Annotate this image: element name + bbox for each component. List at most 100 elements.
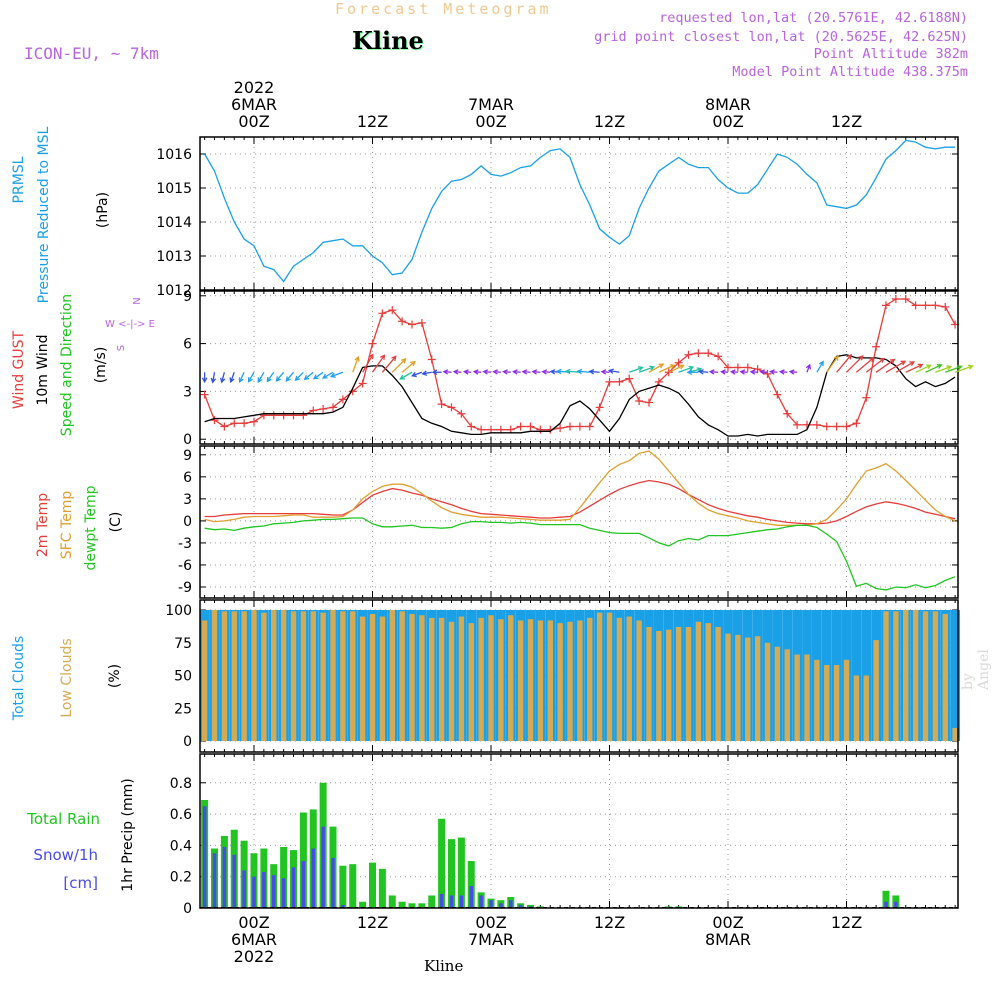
gust-point <box>714 352 723 361</box>
low-cloud-bar <box>745 637 751 741</box>
wind-vector <box>658 364 675 373</box>
wind-vector-head <box>555 368 562 375</box>
rain-bar <box>536 906 544 908</box>
temp-ytick-label: 3 <box>183 492 192 508</box>
low-cloud-bar <box>448 621 455 741</box>
wind-vector <box>895 361 915 373</box>
temp-unit-label: (C) <box>108 512 124 533</box>
gust-point <box>575 422 584 431</box>
low-cloud-bar <box>646 627 652 741</box>
bottom-time-label: 12Z <box>831 913 862 932</box>
low-cloud-bar <box>774 646 781 741</box>
snow-bar <box>439 893 444 908</box>
top-time-label: 7MAR <box>468 95 514 114</box>
top-time-label: 2022 <box>234 78 275 97</box>
gust-point <box>743 363 752 372</box>
wind-vector-head <box>688 365 695 371</box>
gust-point <box>862 393 871 402</box>
low-cloud-bar <box>843 659 850 741</box>
gust-point <box>566 422 574 431</box>
wind-vector-head <box>452 369 459 375</box>
low-cloud-bar <box>893 611 899 741</box>
wind-vector <box>239 372 245 383</box>
wind-vector-head <box>442 369 449 375</box>
low-cloud-bar <box>685 627 692 741</box>
wind-vector-head <box>482 369 489 375</box>
wind-vector-head <box>472 369 479 375</box>
wind-vector <box>855 357 874 373</box>
wind-vector-head <box>926 364 932 370</box>
low-cloud-bar <box>764 642 771 741</box>
wind-vector-head <box>492 369 499 375</box>
low-cloud-bar <box>853 675 860 741</box>
rain-bar <box>418 903 426 908</box>
low-cloud-label: Low Clouds <box>59 638 75 717</box>
wind-vector <box>826 355 839 373</box>
wind-vector-head <box>401 358 407 364</box>
gust-point <box>388 306 397 315</box>
low-cloud-bar <box>814 659 820 741</box>
wind-vector-head <box>769 369 775 375</box>
low-cloud-bar <box>656 630 662 741</box>
wind-vector-head <box>229 377 235 384</box>
gust-point <box>358 379 367 388</box>
wind-ytick-label: 0 <box>183 432 192 448</box>
low-cloud-bar <box>784 649 790 741</box>
snow-bar <box>301 861 306 908</box>
compass-north: N <box>132 297 143 304</box>
wind-vector <box>371 354 385 373</box>
gust-point <box>872 342 881 351</box>
bottom-time-label: 6MAR <box>231 930 277 949</box>
low-cloud-bar <box>399 611 405 741</box>
gust-point <box>200 390 209 399</box>
rain-bar <box>339 865 347 908</box>
low-cloud-bar <box>310 611 316 741</box>
gust-point <box>378 309 387 318</box>
wind-vector-head <box>238 377 244 384</box>
wind-vector <box>678 366 694 373</box>
rain-bar <box>299 812 307 908</box>
snow-label: Snow/1h <box>33 846 98 864</box>
snow-bar <box>271 875 276 908</box>
low-cloud-bar <box>883 611 889 741</box>
wind-vector-head <box>729 369 736 375</box>
snow-bar <box>341 904 345 908</box>
snow-bar <box>311 848 316 908</box>
wind-vector-head <box>946 365 953 371</box>
low-cloud-bar <box>429 617 435 741</box>
wind-vector <box>925 364 942 373</box>
temp-label: 2m Temp <box>35 493 51 557</box>
bottom-time-label: 12Z <box>594 913 625 932</box>
wind-vector <box>566 370 580 373</box>
gust-point <box>625 374 634 383</box>
gust-point <box>783 409 792 418</box>
low-cloud-bar <box>695 621 702 741</box>
gust-point <box>911 301 920 310</box>
low-cloud-bar <box>577 620 583 741</box>
low-cloud-bar <box>942 613 948 741</box>
gust-point <box>338 395 347 404</box>
gust-point <box>210 416 219 425</box>
dewpt-label: dewpt Temp <box>83 485 99 570</box>
gust-point <box>605 377 614 386</box>
bottom-time-label: 7MAR <box>468 930 514 949</box>
low-cloud-bar <box>833 665 840 741</box>
snow-bar <box>331 857 335 908</box>
precip-axis-label: 1hr Precip (mm) <box>120 778 136 891</box>
low-cloud-bar <box>271 610 277 741</box>
cloud-unit-label: (%) <box>107 664 123 688</box>
wind-vector-head <box>858 355 864 361</box>
snow-bar <box>291 867 296 908</box>
gust-point <box>477 425 486 434</box>
wind-vector <box>846 355 864 373</box>
wind-vector-head <box>502 369 508 375</box>
wind-vector <box>221 372 226 383</box>
wind-vector <box>295 371 304 381</box>
gust-point <box>812 420 821 429</box>
temp-series-line <box>204 479 956 525</box>
snow-bar <box>262 872 266 908</box>
wind-vector-head <box>321 373 328 379</box>
rain-label: Total Rain <box>26 810 100 828</box>
low-cloud-bar <box>359 616 366 741</box>
wind-vector <box>816 361 824 373</box>
